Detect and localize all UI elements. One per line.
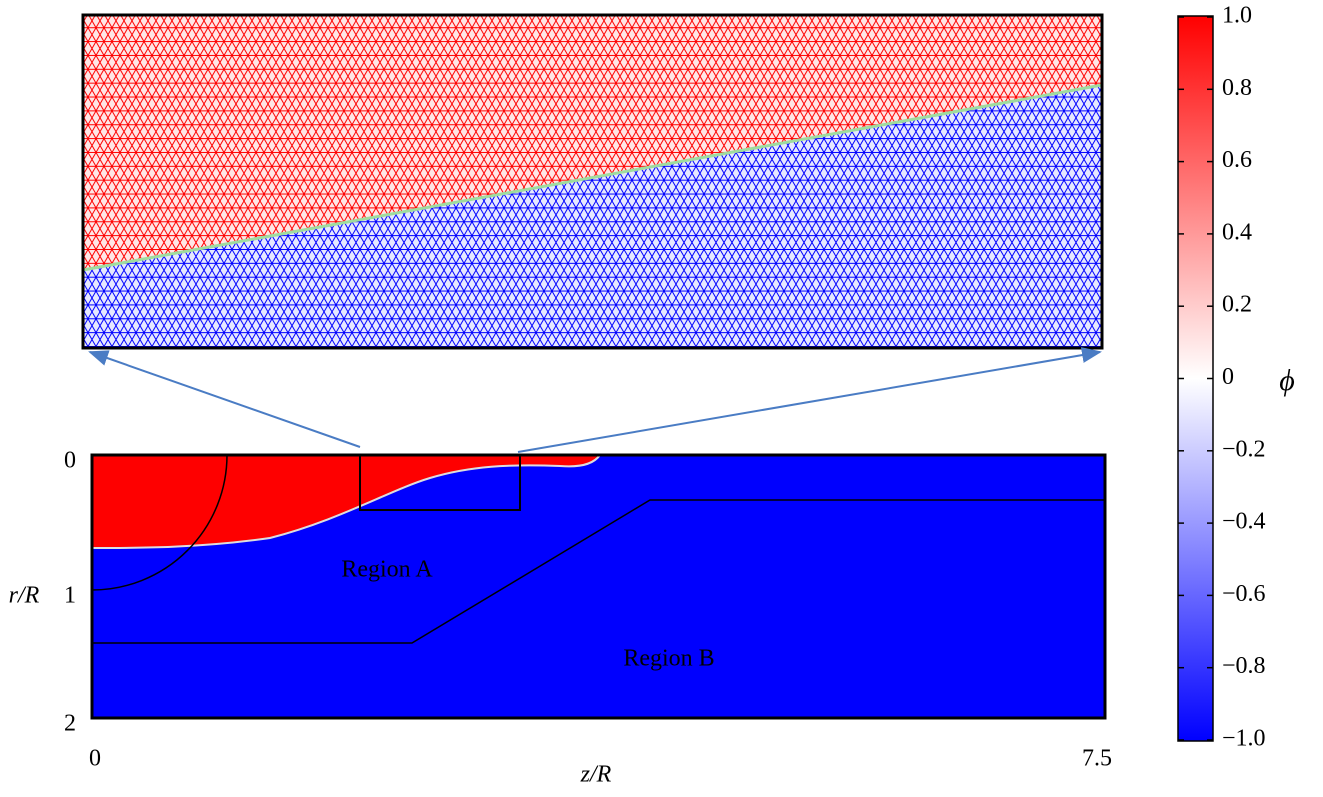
colorbar-tick-label: −1.0	[1222, 726, 1266, 752]
region-label: Region B	[623, 646, 714, 672]
colorbar-tick-label: 0.8	[1222, 75, 1252, 101]
colorbar-tick-label: −0.4	[1222, 509, 1266, 535]
colorbar-tick-label: 0	[1222, 364, 1234, 390]
y-tick-label: 0	[64, 448, 76, 474]
zoom-arrow	[88, 350, 361, 448]
zoom-arrow	[517, 347, 1102, 453]
colorbar-label: ϕ	[1279, 364, 1295, 397]
x-tick-label: 7.5	[1082, 746, 1112, 772]
colorbar: ϕ 1.0 0.8 0.6 0.4 0.2 0 −0.2 −0.4 −0.6 −0.8 −1.0	[1177, 3, 1295, 752]
colorbar-tick-label: 0.6	[1222, 147, 1252, 173]
main-plot: Region A Region B 0 1 2 r/R 0 7.5 z/R	[9, 448, 1112, 788]
colorbar-tick-label: 1.0	[1222, 3, 1252, 29]
colorbar-tick-label: −0.6	[1222, 581, 1266, 607]
colorbar-tick-label: −0.2	[1222, 436, 1266, 462]
colorbar-tick-label: −0.8	[1222, 653, 1266, 679]
y-tick-label: 2	[64, 711, 76, 737]
region-label: Region A	[341, 557, 433, 583]
zoom-inset	[81, 13, 1104, 350]
y-axis-label: r/R	[9, 583, 40, 609]
y-tick-label: 1	[64, 583, 76, 609]
colorbar-tick-label: 0.4	[1222, 219, 1252, 245]
x-tick-label: 0	[89, 746, 101, 772]
x-axis-label: z/R	[580, 762, 612, 788]
colorbar-tick-label: 0.2	[1222, 292, 1252, 318]
